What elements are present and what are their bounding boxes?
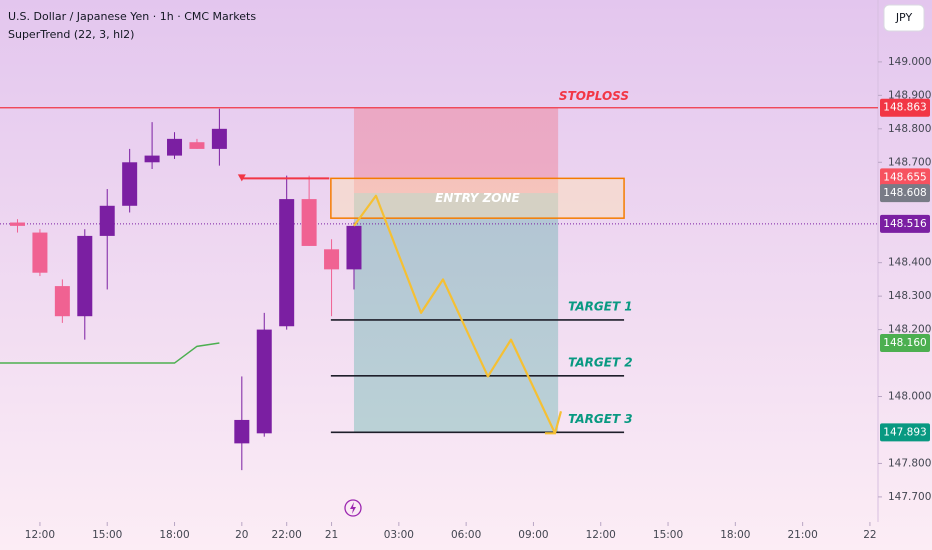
- candle-body: [324, 249, 340, 270]
- currency-button[interactable]: [883, 4, 925, 32]
- x-tick-label: 22: [863, 529, 876, 541]
- price-label: 148.160: [883, 337, 926, 349]
- x-tick-label: 09:00: [518, 529, 548, 541]
- y-tick-label: 148.000: [888, 391, 931, 403]
- target-label: TARGET 3: [568, 412, 633, 426]
- candle-body: [77, 235, 93, 317]
- indicator-label: SuperTrend (22, 3, hl2): [8, 28, 134, 41]
- candle-body: [122, 162, 138, 206]
- entry-zone: [330, 177, 625, 219]
- x-tick-label: 20: [235, 529, 248, 541]
- x-tick-label: 18:00: [720, 529, 750, 541]
- price-label: 148.608: [883, 187, 926, 199]
- x-tick-label: 21: [325, 529, 338, 541]
- projection-arrowhead: [544, 411, 563, 435]
- event-bolt[interactable]: [350, 502, 356, 514]
- target-label: TARGET 1: [568, 299, 633, 313]
- currency-button-label[interactable]: JPY: [895, 11, 913, 24]
- y-tick-label: 148.300: [888, 290, 931, 302]
- x-tick-label: 12:00: [586, 529, 616, 541]
- x-tick-label: 22:00: [272, 529, 302, 541]
- candle-body: [211, 128, 227, 149]
- entry-zone-label: ENTRY ZONE: [435, 191, 520, 205]
- price-label: 148.655: [883, 171, 926, 183]
- price-label: 147.893: [883, 426, 926, 438]
- candle-body: [189, 142, 205, 149]
- price-label-badge: [880, 333, 930, 352]
- profit-zone: [353, 193, 559, 433]
- x-tick-label: 18:00: [159, 529, 189, 541]
- price-label-badge: [880, 98, 930, 117]
- candle-body: [346, 225, 362, 270]
- y-tick-label: 147.700: [888, 491, 931, 503]
- candle-body: [32, 232, 48, 273]
- target-label: TARGET 2: [568, 355, 633, 369]
- price-label-badge: [880, 214, 930, 233]
- x-tick-label: 03:00: [384, 529, 414, 541]
- price-label: 148.516: [883, 218, 927, 230]
- price-label-badge: [880, 168, 930, 187]
- alert-head: [237, 174, 246, 182]
- x-tick-label: 15:00: [653, 529, 683, 541]
- supertrend-line: [0, 342, 220, 364]
- y-tick-label: 148.700: [888, 156, 931, 168]
- event-icon[interactable]: [344, 499, 362, 517]
- x-tick-label: 12:00: [25, 529, 55, 541]
- candle-body: [9, 222, 25, 226]
- candle-body: [167, 138, 183, 156]
- y-tick-label: 148.900: [888, 89, 931, 101]
- candle-body: [234, 419, 250, 444]
- stoploss-label: STOPLOSS: [559, 89, 629, 103]
- y-tick-label: 148.800: [888, 123, 931, 135]
- event-circle[interactable]: [344, 499, 362, 517]
- y-tick-label: 147.800: [888, 457, 931, 469]
- price-label: 148.863: [883, 102, 926, 114]
- candle-body: [54, 286, 70, 317]
- projection-path: [353, 194, 556, 434]
- price-label-badge: [880, 423, 930, 442]
- chart-title: U.S. Dollar / Japanese Yen · 1h · CMC Ma…: [8, 10, 256, 23]
- x-tick-label: 15:00: [92, 529, 122, 541]
- candle-body: [99, 205, 115, 236]
- x-tick-label: 21:00: [787, 529, 817, 541]
- candle-body: [279, 199, 295, 327]
- x-tick-label: 06:00: [451, 529, 481, 541]
- y-tick-label: 149.000: [888, 56, 931, 68]
- candle-body: [256, 329, 272, 434]
- y-tick-label: 148.200: [888, 324, 931, 336]
- candle-body: [144, 155, 160, 163]
- plot-area: STOPLOSS ENTRY ZONE TARGET 1 TARGET 2 TARGET…: [0, 89, 878, 471]
- candle-body: [301, 199, 317, 246]
- price-label-badge: [880, 184, 930, 203]
- y-tick-label: 148.400: [888, 257, 931, 269]
